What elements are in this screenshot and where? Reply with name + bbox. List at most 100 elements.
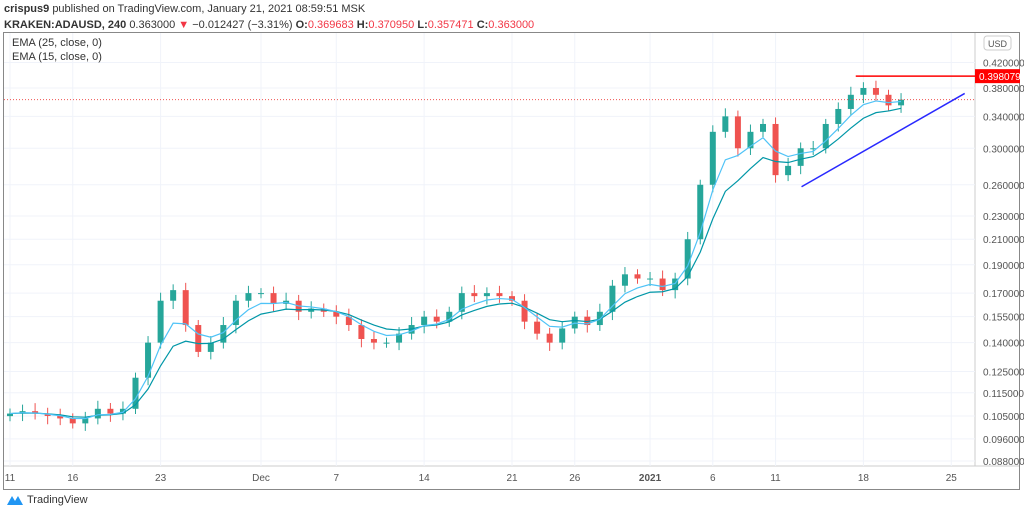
candle-body [898, 99, 905, 106]
x-tick-label: 6 [710, 473, 716, 484]
candle-body [220, 325, 227, 343]
candle-body [207, 342, 214, 352]
legend-ema15[interactable]: EMA (15, close, 0) [12, 51, 102, 63]
candle-body [534, 321, 541, 334]
candle-body [496, 293, 503, 297]
y-tick-label: 0.105000 [983, 412, 1024, 423]
y-tick-label: 0.340000 [983, 112, 1024, 123]
candle-body [145, 342, 152, 378]
author[interactable]: crispus9 [4, 3, 50, 15]
candle-body [847, 94, 854, 109]
y-tick-label: 0.125000 [983, 368, 1024, 379]
l-label: L: [417, 19, 428, 31]
y-tick-label: 0.115000 [983, 389, 1024, 400]
candle-body [94, 408, 101, 419]
candle-body [483, 293, 490, 297]
y-tick-label: 0.155000 [983, 313, 1024, 324]
ema15-line [9, 100, 902, 420]
candle-body [32, 411, 39, 414]
x-tick-label: 25 [946, 473, 958, 484]
x-tick-label: 26 [569, 473, 581, 484]
candle-body [559, 328, 566, 343]
candle-body [835, 108, 842, 124]
candle-body [232, 300, 239, 326]
candle-body [584, 316, 591, 326]
candle-body [433, 316, 440, 322]
y-tick-label: 0.300000 [983, 144, 1024, 155]
candle-body [872, 88, 879, 95]
h-label: H: [356, 19, 369, 31]
y-tick-label: 0.230000 [983, 212, 1024, 223]
candle-body [119, 408, 126, 414]
candle-body [170, 290, 177, 301]
legend-ema25[interactable]: EMA (25, close, 0) [12, 37, 102, 49]
candle-body [308, 308, 315, 312]
x-tick-label: 21 [506, 473, 518, 484]
candle-body [722, 116, 729, 132]
y-tick-label: 0.088000 [983, 457, 1024, 468]
candle-body [383, 342, 390, 344]
y-tick-label: 0.170000 [983, 289, 1024, 300]
candle-body [609, 285, 616, 312]
change: −0.012427 (−3.31%) [192, 19, 293, 31]
candle-body [370, 339, 377, 343]
y-tick-label: 0.380000 [983, 84, 1024, 95]
y-tick-label: 0.420000 [983, 58, 1024, 69]
candle-body [446, 311, 453, 322]
candle-body [82, 418, 89, 424]
x-tick-label: 16 [67, 473, 79, 484]
low-value: 0.357471 [427, 19, 474, 31]
publish-info: crispus9 published on TradingView.com, J… [4, 3, 365, 15]
candle-body [258, 293, 264, 295]
candle-body [182, 290, 189, 326]
symbol-info: KRAKEN:ADAUSD, 240 0.363000 ▼ −0.012427 … [4, 19, 534, 31]
y-tick-label: 0.190000 [983, 261, 1024, 272]
candle-body [734, 116, 741, 149]
o-label: O: [295, 19, 308, 31]
y-tick-label: 0.096000 [983, 435, 1024, 446]
x-tick-label: 2021 [639, 473, 662, 484]
y-tick-label: 0.140000 [983, 339, 1024, 350]
candle-body [345, 316, 352, 326]
candle-body [421, 316, 428, 326]
candle-body [157, 300, 164, 343]
y-tick-label: 0.260000 [983, 181, 1024, 192]
candle-body [760, 123, 766, 132]
candle-body [785, 165, 792, 176]
chart-frame[interactable] [3, 32, 1020, 490]
candle-body [810, 148, 817, 150]
x-tick-label: Dec [252, 473, 270, 484]
y-tick-label: 0.210000 [983, 235, 1024, 246]
candle-body [647, 278, 654, 280]
open-value: 0.369683 [307, 19, 354, 31]
candle-body [44, 413, 51, 416]
x-tick-label: 11 [770, 473, 781, 484]
tradingview-logo-icon [7, 496, 23, 505]
currency-label: USD [988, 39, 1008, 49]
candle-body [509, 296, 515, 301]
candle-body [521, 300, 528, 322]
last-price: 0.363000 [129, 19, 176, 31]
candle-body [747, 131, 754, 149]
currency-badge [983, 35, 1012, 51]
x-tick-label: 7 [334, 473, 340, 484]
candle-body [69, 418, 76, 424]
candle-body [270, 293, 277, 304]
tradingview-logo[interactable]: TradingView [6, 494, 88, 506]
c-label: C: [476, 19, 489, 31]
candle-body [797, 148, 804, 166]
candle-body [860, 88, 867, 95]
candle-body [358, 325, 365, 340]
candle-body [621, 274, 628, 286]
candle-body [245, 293, 252, 301]
candle-body [195, 325, 202, 352]
support-trendline [801, 92, 966, 188]
x-tick-label: 18 [858, 473, 870, 484]
candle-body [697, 184, 704, 240]
candle-body [822, 123, 829, 149]
candle-body [885, 94, 892, 106]
resistance-price-badge [975, 69, 1020, 84]
candle-body [7, 413, 13, 417]
candle-body [772, 123, 779, 176]
